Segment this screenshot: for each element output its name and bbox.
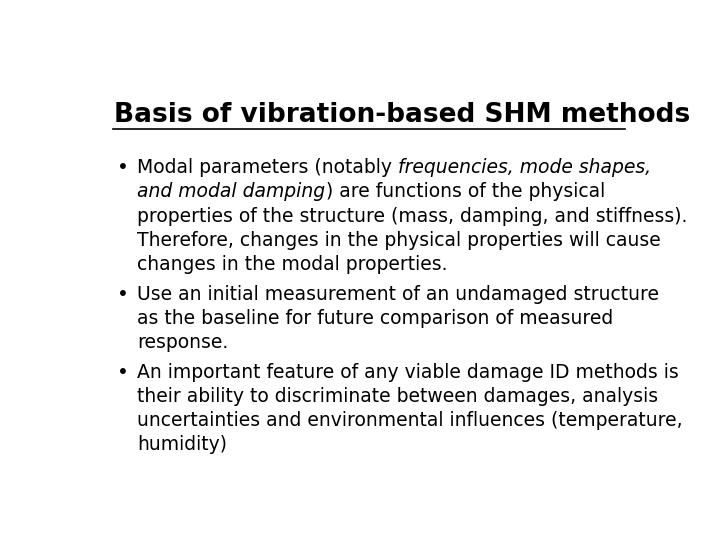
Text: changes in the modal properties.: changes in the modal properties.: [138, 255, 448, 274]
Text: •: •: [117, 363, 129, 382]
Text: Therefore, changes in the physical properties will cause: Therefore, changes in the physical prope…: [138, 231, 661, 249]
Text: •: •: [117, 158, 129, 177]
Text: humidity): humidity): [138, 435, 228, 454]
Text: properties of the structure (mass, damping, and stiffness).: properties of the structure (mass, dampi…: [138, 207, 688, 226]
Text: uncertainties and environmental influences (temperature,: uncertainties and environmental influenc…: [138, 411, 683, 430]
Text: their ability to discriminate between damages, analysis: their ability to discriminate between da…: [138, 387, 659, 406]
Text: •: •: [117, 285, 129, 304]
Text: as the baseline for future comparison of measured: as the baseline for future comparison of…: [138, 309, 613, 328]
Text: ) are functions of the physical: ) are functions of the physical: [325, 183, 605, 201]
Text: Basis of vibration-based SHM methods: Basis of vibration-based SHM methods: [114, 102, 690, 128]
Text: Use an initial measurement of an undamaged structure: Use an initial measurement of an undamag…: [138, 285, 660, 304]
Text: frequencies, mode shapes,: frequencies, mode shapes,: [398, 158, 652, 177]
Text: An important feature of any viable damage ID methods is: An important feature of any viable damag…: [138, 363, 679, 382]
Text: and modal damping: and modal damping: [138, 183, 325, 201]
Text: response.: response.: [138, 333, 229, 352]
Text: Modal parameters (notably: Modal parameters (notably: [138, 158, 398, 177]
